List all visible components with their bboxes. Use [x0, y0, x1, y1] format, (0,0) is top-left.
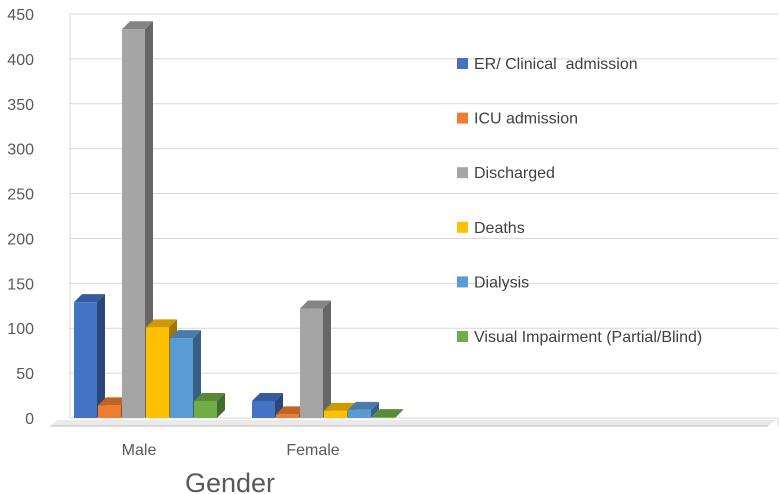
bar-top: [74, 294, 105, 303]
bar-front: [252, 400, 275, 418]
bar-front: [372, 417, 395, 418]
x-category-label: Female: [286, 442, 339, 459]
chart-floor: [50, 420, 776, 427]
legend-label: Deaths: [474, 220, 525, 237]
legend-item: ICU admission: [457, 111, 578, 128]
bar-female-5: [372, 409, 403, 418]
y-tick-label: 400: [7, 52, 34, 69]
y-tick-label: 50: [16, 366, 34, 383]
legend: ER/ Clinical admission ICU admission Disch…: [457, 56, 702, 346]
bar-front: [98, 405, 121, 418]
legend-swatch: [457, 221, 468, 233]
y-tick-label: 300: [7, 142, 34, 159]
bar-top: [170, 330, 201, 339]
y-tick-label: 200: [7, 231, 34, 248]
bar-top: [194, 392, 225, 401]
bar-top: [276, 406, 307, 415]
legend-swatch: [457, 58, 468, 69]
legend-label: ER/ Clinical admission: [474, 56, 638, 73]
x-category-label: Male: [122, 442, 157, 459]
y-tick-label: 350: [7, 97, 34, 114]
y-axis-ticks: 0 50 100 150 200 250 300 350 400 450: [7, 7, 34, 428]
bar-side: [97, 294, 105, 418]
bar-top: [252, 392, 283, 401]
y-tick-label: 100: [7, 321, 34, 338]
legend-swatch: [457, 276, 468, 288]
legend-item: Visual Impairment (Partial/Blind): [457, 329, 702, 346]
legend-item: Deaths: [457, 220, 525, 237]
y-tick-label: 450: [7, 7, 34, 24]
legend-swatch: [457, 112, 468, 124]
y-tick-label: 0: [25, 411, 34, 428]
bar-male-5: [194, 392, 225, 418]
bar-side: [217, 392, 225, 418]
bar-side: [371, 401, 379, 418]
bar-front: [300, 308, 323, 418]
bar-front: [170, 338, 193, 418]
bar-front: [324, 410, 347, 418]
legend-label: Discharged: [474, 165, 555, 182]
bars: [74, 21, 403, 419]
legend-item: ER/ Clinical admission: [457, 56, 638, 73]
legend-swatch: [457, 331, 468, 342]
bar-top: [98, 397, 129, 406]
x-axis-title: Gender: [185, 468, 275, 494]
bar-female-4: [348, 401, 379, 418]
bar-side: [145, 21, 153, 419]
legend-label: ICU admission: [474, 111, 578, 128]
bar-front: [146, 327, 169, 418]
bar-front: [74, 302, 97, 418]
bar-front: [122, 29, 145, 419]
legend-item: Discharged: [457, 165, 555, 182]
bar-front: [348, 409, 371, 418]
bar-top: [372, 409, 403, 418]
legend-label: Dialysis: [474, 274, 529, 291]
legend-label: Visual Impairment (Partial/Blind): [474, 329, 702, 346]
bar-front: [194, 400, 217, 418]
bar-top: [300, 300, 331, 309]
bar-top: [122, 21, 153, 30]
bar-female-2: [300, 300, 331, 418]
y-tick-label: 150: [7, 276, 34, 293]
bar-male-0: [74, 294, 105, 418]
y-tick-label: 250: [7, 187, 34, 204]
bar-male-2: [122, 21, 153, 419]
bar-side: [395, 409, 403, 418]
bar-side: [323, 300, 331, 418]
bar-front: [276, 414, 299, 418]
legend-swatch: [457, 167, 468, 179]
bar-top: [348, 401, 379, 410]
bar-top: [324, 402, 355, 411]
bar-top: [146, 319, 177, 328]
chart-floor-plane: [50, 420, 776, 426]
x-axis-categories: Male Female: [122, 442, 340, 459]
legend-item: Dialysis: [457, 274, 529, 291]
